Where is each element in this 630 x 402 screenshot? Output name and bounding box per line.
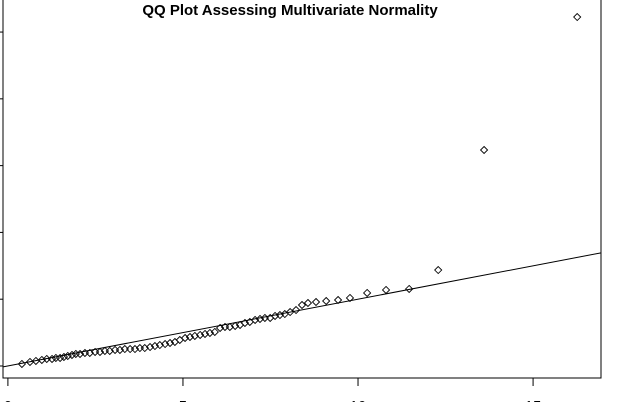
point: [75, 349, 85, 359]
point: [67, 350, 77, 360]
point: [322, 296, 331, 306]
point: [55, 353, 65, 363]
point: [434, 265, 443, 275]
point: [573, 12, 582, 22]
point: [250, 315, 260, 325]
point: [275, 310, 285, 320]
point: [362, 288, 372, 298]
point: [115, 345, 125, 355]
point: [125, 344, 135, 354]
point: [51, 353, 61, 363]
x-tick-label: 10: [350, 398, 367, 402]
x-tick-label: 15: [525, 398, 542, 402]
point: [270, 311, 280, 321]
point: [195, 330, 205, 340]
point: [311, 297, 321, 307]
chart-title: QQ Plot Assessing Multivariate Normality: [142, 2, 438, 19]
point: [130, 344, 140, 354]
point: [185, 332, 195, 342]
point: [215, 323, 225, 333]
x-tick-label: 5: [179, 398, 187, 402]
point: [240, 318, 250, 328]
plot-frame: [2, 0, 602, 379]
point: [291, 305, 301, 315]
point: [205, 328, 215, 338]
point: [200, 329, 210, 339]
point: [230, 321, 240, 331]
reference-line: [2, 252, 602, 368]
point: [95, 347, 105, 357]
point: [381, 285, 391, 295]
point: [210, 327, 219, 337]
point: [297, 300, 307, 310]
point: [59, 352, 69, 362]
point: [479, 145, 489, 155]
point: [47, 354, 57, 364]
point: [303, 298, 313, 308]
point: [333, 295, 343, 305]
point: [150, 341, 160, 351]
point: [160, 339, 170, 349]
point: [180, 333, 190, 343]
point: [145, 342, 155, 352]
point: [285, 307, 295, 317]
point: [255, 314, 265, 324]
point: [63, 351, 72, 361]
point: [37, 355, 46, 365]
x-tick-label: 0: [4, 398, 12, 402]
point: [404, 284, 414, 294]
point: [17, 359, 27, 369]
point: [165, 338, 175, 348]
point: [345, 293, 355, 303]
